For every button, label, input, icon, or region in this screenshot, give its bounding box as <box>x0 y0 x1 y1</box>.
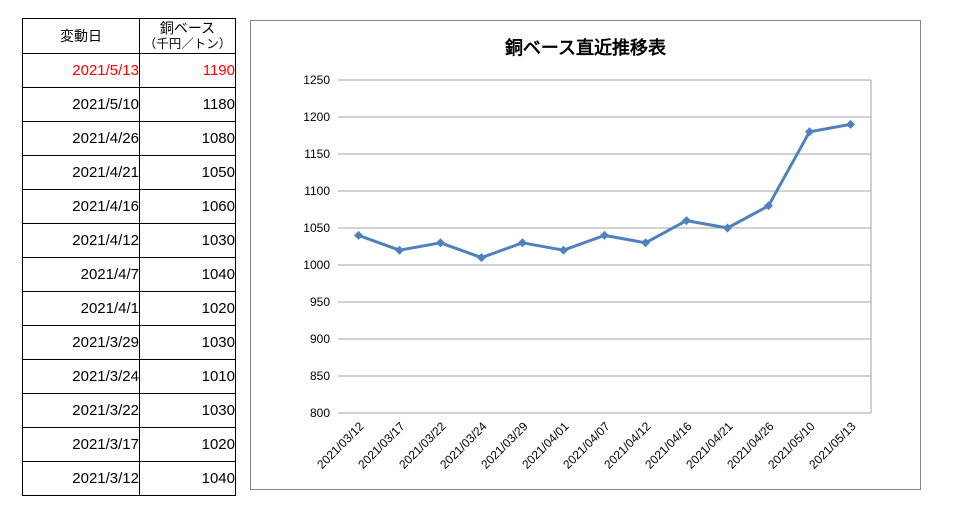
y-tick-label: 800 <box>310 406 330 420</box>
y-tick-label: 1200 <box>303 110 330 124</box>
value-cell: 1060 <box>139 189 236 224</box>
date-cell: 2021/3/17 <box>22 427 140 462</box>
date-cell: 2021/5/13 <box>22 53 140 88</box>
date-cell: 2021/4/26 <box>22 121 140 156</box>
date-cell: 2021/4/12 <box>22 223 140 258</box>
value-cell: 1010 <box>139 359 236 394</box>
table-row: 2021/3/12 1040 <box>22 461 236 496</box>
table-row: 2021/5/10 1180 <box>22 87 236 122</box>
table-row: 2021/4/1 1020 <box>22 291 236 326</box>
table-row: 2021/4/12 1030 <box>22 223 236 258</box>
data-point-marker <box>436 238 445 248</box>
data-point-marker <box>559 245 568 255</box>
data-point-marker <box>682 216 691 226</box>
chart-canvas: 8008509009501000105011001150120012502021… <box>303 73 872 472</box>
date-cell: 2021/4/16 <box>22 189 140 224</box>
y-tick-label: 1100 <box>304 184 330 198</box>
value-cell: 1030 <box>139 223 236 258</box>
y-tick-label: 1000 <box>303 258 330 272</box>
value-cell: 1030 <box>139 325 236 360</box>
table-row: 2021/3/29 1030 <box>22 325 236 360</box>
data-point-marker <box>477 253 486 263</box>
chart-title: 銅ベース直近推移表 <box>504 38 667 58</box>
y-tick-label: 900 <box>310 332 330 346</box>
y-tick-label: 1050 <box>303 221 330 235</box>
value-cell: 1030 <box>139 393 236 428</box>
table-row: 2021/5/13 1190 <box>22 53 236 88</box>
date-cell: 2021/4/1 <box>22 291 140 326</box>
value-cell: 1190 <box>139 53 236 88</box>
value-cell: 1020 <box>139 427 236 462</box>
value-cell: 1040 <box>139 461 236 496</box>
y-tick-label: 1250 <box>303 73 330 87</box>
table-row: 2021/3/22 1030 <box>22 393 236 428</box>
table-row: 2021/4/21 1050 <box>22 155 236 190</box>
data-point-marker <box>354 230 363 240</box>
date-cell: 2021/3/22 <box>22 393 140 428</box>
value-cell: 1080 <box>139 121 236 156</box>
value-column-header: 銅ベース （千円／トン） <box>139 18 236 54</box>
table-row: 2021/4/7 1040 <box>22 257 236 292</box>
table-header-row: 変動日 銅ベース （千円／トン） <box>22 18 236 54</box>
y-tick-label: 950 <box>310 295 330 309</box>
table-row: 2021/4/26 1080 <box>22 121 236 156</box>
value-cell: 1050 <box>139 155 236 190</box>
data-point-marker <box>518 238 527 248</box>
date-cell: 2021/3/12 <box>22 461 140 496</box>
data-point-marker <box>764 201 773 211</box>
data-point-marker <box>641 238 650 248</box>
table-body: 2021/5/13 1190 2021/5/10 1180 2021/4/26 1080 2… <box>22 53 236 496</box>
y-tick-label: 1150 <box>304 147 330 161</box>
data-point-marker <box>600 230 609 240</box>
value-column-header-line2: （千円／トン） <box>143 37 232 51</box>
data-point-marker <box>846 119 855 129</box>
data-table: 変動日 銅ベース （千円／トン） 2021/5/13 1190 2021/5/10 1… <box>22 18 236 496</box>
table-row: 2021/4/16 1060 <box>22 189 236 224</box>
value-column-header-line1: 銅ベース <box>159 20 216 36</box>
date-cell: 2021/4/7 <box>22 257 140 292</box>
table-row: 2021/3/24 1010 <box>22 359 236 394</box>
data-point-marker <box>395 245 404 255</box>
chart-container: 800 850 900 950 1000 1050 1100 1150 1200 1250 2021… <box>250 20 921 490</box>
date-column-header: 変動日 <box>22 18 140 54</box>
date-column-header-label: 変動日 <box>60 28 102 44</box>
value-cell: 1040 <box>139 257 236 292</box>
date-cell: 2021/3/29 <box>22 325 140 360</box>
table-row: 2021/3/17 1020 <box>22 427 236 462</box>
y-tick-label: 850 <box>310 369 330 383</box>
data-point-marker <box>723 223 732 233</box>
date-cell: 2021/5/10 <box>22 87 140 122</box>
date-cell: 2021/3/24 <box>22 359 140 394</box>
data-point-marker <box>805 127 814 137</box>
date-cell: 2021/4/21 <box>22 155 140 190</box>
value-cell: 1020 <box>139 291 236 326</box>
value-cell: 1180 <box>139 87 236 122</box>
